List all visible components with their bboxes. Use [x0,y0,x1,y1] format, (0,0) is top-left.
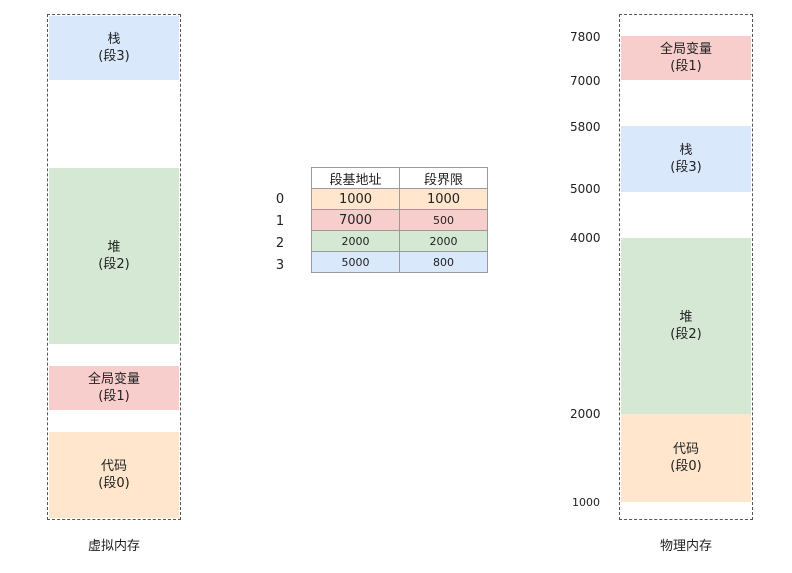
address-label: 7800 [570,30,601,44]
segment-label: (段3) [98,49,130,64]
physical-memory-caption: 物理内存 [659,539,712,554]
segment-name: 代码 [672,442,699,457]
virtual-globals-segment: 全局变量 (段1) [49,366,179,410]
address-label: 4000 [570,231,601,245]
table-row: 1000 1000 [311,188,488,210]
address-label: 7000 [570,74,601,88]
segment-name: 堆 [107,240,121,255]
address-label: 5000 [570,182,601,196]
virtual-stack-segment: 栈 (段3) [49,16,179,80]
segment-name: 代码 [100,459,127,474]
address-label: 5800 [570,120,601,134]
cell-limit: 2000 [399,230,488,252]
segment-label: (段2) [98,257,130,272]
table-header-row: 段基地址 段界限 [311,167,488,189]
segment-label: (段0) [98,476,130,491]
header-base: 段基地址 [311,167,400,189]
header-limit: 段界限 [399,167,488,189]
physical-code-segment: 代码 (段0) [621,414,751,502]
address-label: 1000 [572,496,600,509]
physical-stack-segment: 栈 (段3) [621,126,751,192]
physical-heap-segment: 堆 (段2) [621,238,751,414]
segment-name: 全局变量 [659,42,712,57]
segment-label: (段3) [670,160,702,175]
segment-table: 段基地址 段界限 1000 1000 7000 500 2000 2000 50… [311,167,488,273]
segment-label: (段0) [670,459,702,474]
virtual-heap-segment: 堆 (段2) [49,168,179,344]
cell-base: 2000 [311,230,400,252]
table-row: 5000 800 [311,251,488,273]
cell-base: 5000 [311,251,400,273]
segment-name: 栈 [107,32,121,47]
virtual-code-segment: 代码 (段0) [49,432,179,518]
segment-label: (段1) [98,389,130,404]
segment-label: (段1) [670,59,702,74]
address-label: 2000 [570,407,601,421]
cell-limit: 500 [399,209,488,231]
table-row: 2000 2000 [311,230,488,252]
table-row: 7000 500 [311,209,488,231]
cell-limit: 1000 [399,188,488,210]
physical-memory-block: 全局变量 (段1) 栈 (段3) 堆 (段2) 代码 (段0) [619,14,753,520]
cell-base: 7000 [311,209,400,231]
row-index: 3 [275,258,285,273]
virtual-memory-block: 栈 (段3) 堆 (段2) 全局变量 (段1) 代码 (段0) [47,14,181,520]
segment-name: 栈 [679,143,693,158]
segment-name: 堆 [679,310,693,325]
cell-base: 1000 [311,188,400,210]
segment-name: 全局变量 [87,372,140,387]
segment-label: (段2) [670,327,702,342]
virtual-memory-caption: 虚拟内存 [87,539,140,554]
cell-limit: 800 [399,251,488,273]
row-index: 0 [275,192,285,207]
physical-globals-segment: 全局变量 (段1) [621,36,751,80]
row-index: 2 [275,236,285,251]
row-index: 1 [275,214,285,229]
